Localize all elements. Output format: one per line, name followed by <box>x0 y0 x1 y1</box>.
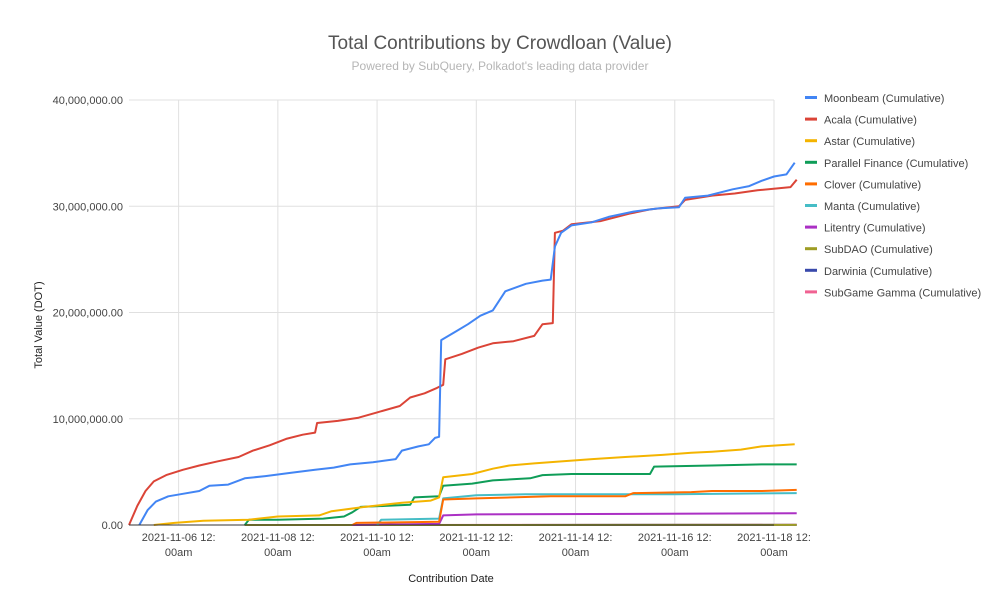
x-tick-label: 00am <box>661 547 689 559</box>
y-tick-label: 20,000,000.00 <box>53 308 123 320</box>
legend-item: Litentry (Cumulative) <box>824 223 925 235</box>
legend: Moonbeam (Cumulative) Acala (Cumulative) A… <box>805 93 981 299</box>
legend-item: Parallel Finance (Cumulative) <box>824 158 968 170</box>
x-tick-label: 2021-11-12 12: <box>439 532 513 544</box>
x-tick-label: 00am <box>165 547 193 559</box>
legend-swatch <box>805 96 817 99</box>
series-line-3 <box>244 463 797 526</box>
x-tick-label: 2021-11-06 12: <box>142 532 216 544</box>
x-tick-label: 00am <box>562 547 590 559</box>
y-axis-title: Total Value (DOT) <box>33 281 45 368</box>
legend-swatch <box>805 204 817 207</box>
y-axis-ticks: 0.00 10,000,000.00 20,000,000.00 30,000,000… <box>53 95 123 532</box>
legend-swatch <box>805 160 817 164</box>
legend-swatch <box>805 139 817 143</box>
legend-swatch <box>805 117 817 121</box>
legend-swatch <box>805 247 817 251</box>
legend-swatch <box>805 268 817 272</box>
y-tick-label: 30,000,000.00 <box>53 201 123 213</box>
legend-item: Moonbeam (Cumulative) <box>824 93 944 105</box>
series-lines <box>128 162 798 526</box>
legend-item: SubDAO (Cumulative) <box>824 244 933 256</box>
series-line-5 <box>376 492 797 526</box>
x-tick-label: 2021-11-08 12: <box>241 532 315 544</box>
legend-swatch <box>805 225 817 229</box>
x-tick-label: 00am <box>760 547 788 559</box>
y-tick-label: 40,000,000.00 <box>53 95 123 107</box>
chart-subtitle: Powered by SubQuery, Polkadot's leading … <box>352 59 649 73</box>
legend-item: Manta (Cumulative) <box>824 201 920 213</box>
x-axis-ticks: 2021-11-06 12: 00am 2021-11-08 12: 00am 2021… <box>142 532 811 559</box>
legend-item: Darwinia (Cumulative) <box>824 266 932 278</box>
legend-item: SubGame Gamma (Cumulative) <box>824 287 981 299</box>
legend-item: Clover (Cumulative) <box>824 179 921 191</box>
series-line-0 <box>138 162 796 526</box>
grid <box>129 99 775 525</box>
legend-item: Astar (Cumulative) <box>824 136 915 148</box>
legend-swatch <box>805 182 817 186</box>
series-line-6 <box>352 512 797 526</box>
x-axis-title: Contribution Date <box>408 573 494 585</box>
y-tick-label: 10,000,000.00 <box>53 414 123 426</box>
legend-swatch <box>805 290 817 294</box>
x-tick-label: 2021-11-18 12: <box>737 532 811 544</box>
y-tick-label: 0.00 <box>102 520 123 532</box>
x-tick-label: 00am <box>463 547 491 559</box>
x-tick-label: 2021-11-16 12: <box>638 532 712 544</box>
legend-item: Acala (Cumulative) <box>824 115 917 127</box>
x-tick-label: 2021-11-10 12: <box>340 532 414 544</box>
x-tick-label: 00am <box>363 547 391 559</box>
x-tick-label: 00am <box>264 547 292 559</box>
series-line-2 <box>153 443 795 526</box>
chart-title: Total Contributions by Crowdloan (Value) <box>328 33 672 54</box>
series-line-1 <box>128 179 798 526</box>
x-tick-label: 2021-11-14 12: <box>539 532 613 544</box>
series-line-4 <box>351 488 797 526</box>
